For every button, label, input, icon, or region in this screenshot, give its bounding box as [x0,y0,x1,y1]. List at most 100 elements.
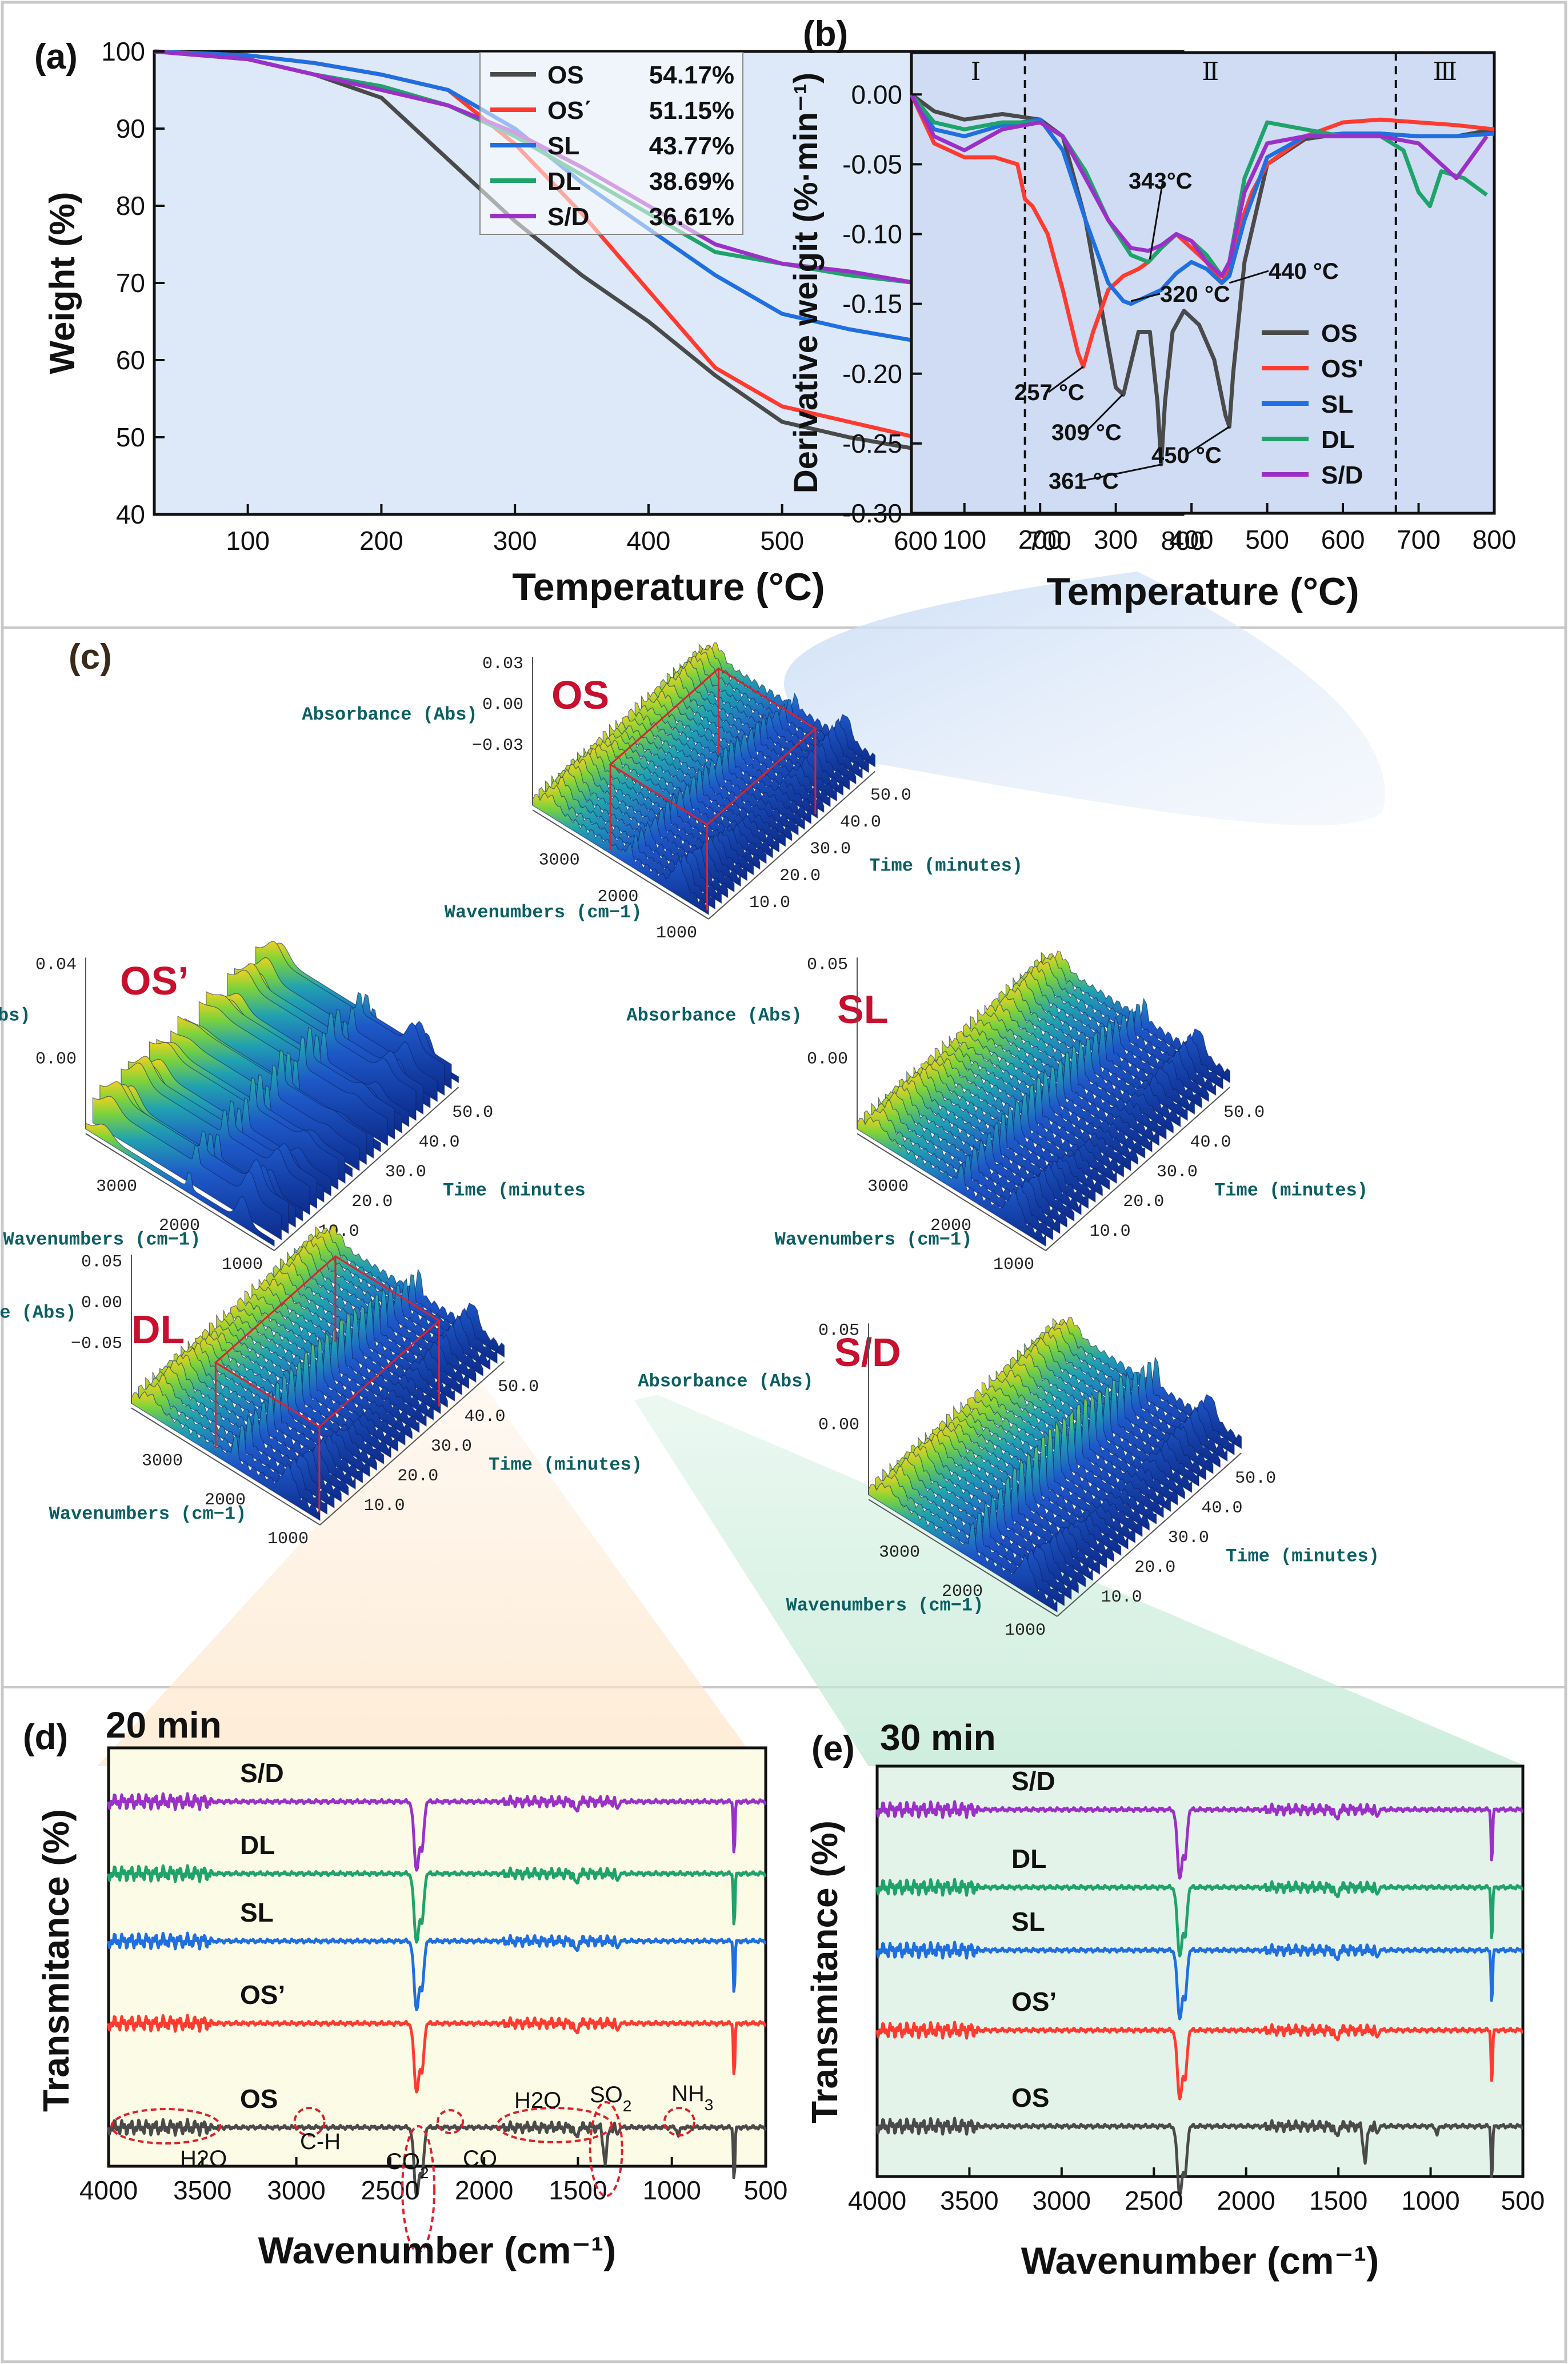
time-axis-label: Time (minutes) [1226,1546,1379,1567]
time-tick-label: 20.0 [351,1192,393,1212]
band-marker [293,2107,326,2137]
absorbance-axis-label: Absorbance (Abs) [302,704,477,725]
band-marker [663,2107,695,2137]
panel-c: (c) OS 3000 2000 1000 10.0 20.0 30.0 40.0 50.0 0.… [0,637,1379,1640]
band-label: NH3 [671,2081,713,2114]
legend-name-os: OS' [1321,355,1363,383]
panel-e: (e) 30 min S/D DL SL OS’ OS 4000 3500 3000 2500… [804,1717,1545,2282]
absorbance-axis-label: Absorbance (Abs) [0,1302,77,1323]
zoom-fan-blue [784,572,1385,826]
wavenumber-axis-label: Wavenumbers (cm−1) [786,1595,984,1616]
x-tick-label: 500 [760,526,804,556]
wavenumber-tick-label: 3000 [539,851,580,870]
wavenumber-tick-label: 2000 [930,1216,971,1236]
wavenumber-axis-label: Wavenumbers (cm−1) [445,902,642,923]
y-tick-label: 80 [116,191,145,221]
spectrum-dl [107,1864,766,1944]
time-axis-label: Time (minutes) [1214,1180,1368,1201]
annotation-label: 440 °C [1269,259,1339,284]
spectrum-label-os: OS [240,2084,278,2114]
panel-d: (d) 20 min S/D DL SL OS’ OS 4000 3500 3000 2500… [23,1704,787,2271]
panel-a-ylabel: Weight (%) [43,191,82,374]
band-marker [401,2125,436,2253]
y-tick-label: 100 [101,37,145,66]
x-tick-label: 300 [493,526,537,556]
band-label: H2O [514,2088,561,2113]
legend-name-os: OS [1321,320,1358,348]
x-tick-label: 600 [1321,525,1365,554]
band-marker [110,2108,222,2145]
panel-e-plot-area [875,1764,1525,2178]
annotation-arrow [1149,180,1164,259]
time-tick-label: 40.0 [1201,1499,1242,1518]
time-axis-label: Time (minutes) [489,1454,642,1475]
panel-d-ticks: 4000 3500 3000 2500 2000 1500 1000 500 [79,2157,787,2205]
panel-b-xlabel: Temperature (°C) [1046,570,1359,613]
panel-d-ylabel: Transmitance (%) [35,1809,77,2112]
time-axis-label: Time (minutes [443,1180,586,1201]
x-tick-label: 500 [1501,2186,1545,2215]
absorbance-tick-label: 0.00 [482,696,523,715]
surface-title: OS’ [120,959,189,1003]
spectrum-label-os: OS’ [1011,1987,1057,2016]
x-tick-label: 3000 [1033,2186,1091,2215]
time-tick-label: 50.0 [498,1377,539,1397]
wavenumber-axis-label: Wavenumbers (cm−1) [3,1229,201,1250]
panel-d-xlabel: Wavenumber (cm⁻¹) [258,2229,616,2271]
spectrum-dl [875,1878,1523,1958]
surface-strip [131,1391,321,1522]
absorbance-tick-label: 0.00 [35,1049,77,1069]
y-tick-label: -0.10 [842,219,902,249]
absorbance-tick-label: 0.05 [81,1252,122,1272]
time-tick-label: 30.0 [431,1437,472,1456]
absorbance-tick-label: −0.03 [472,736,523,756]
y-tick-label: -0.15 [842,289,902,319]
absorbance-tick-label: 0.00 [818,1415,859,1435]
legend-name-os: OS [547,61,584,89]
wavenumber-tick-label: 1000 [1005,1621,1046,1640]
panel-b-letter: (b) [803,14,848,54]
absorbance-tick-label: 0.04 [35,955,77,975]
spectrum-os [875,2020,1523,2101]
annotation-arrow [1130,293,1161,302]
x-tick-label: 1000 [1401,2186,1459,2215]
time-tick-label: 40.0 [840,813,881,832]
legend-value-sl: 43.77% [649,132,734,160]
legend-name-sl: SL [1321,390,1353,418]
wavenumber-axis [131,1407,321,1526]
annotation-label: 320 °C [1160,282,1230,307]
spectrum-s-d [107,1792,766,1872]
spectrum-label-s-d: S/D [240,1758,284,1788]
y-tick-label: -0.05 [842,149,902,179]
panel-d-band-annotations: H2O C-H CO2 CO H2O SO2 NH3 [110,2081,713,2253]
x-tick-label: 4000 [848,2186,906,2215]
x-tick-label: 3500 [173,2175,231,2205]
time-axis [1045,1087,1231,1251]
time-tick-label: 50.0 [870,786,911,805]
wavenumber-tick-label: 3000 [867,1177,909,1197]
time-axis [274,1087,459,1251]
x-tick-label: 1000 [643,2175,701,2205]
wavenumber-tick-label: 3000 [142,1452,183,1471]
time-tick-label: 40.0 [464,1407,505,1427]
wavenumber-tick-label: 1000 [222,1255,263,1275]
annotation-arrow [1048,366,1084,393]
legend-name-dl: DL [1321,426,1355,454]
series-line-s-d [909,93,1489,278]
wavenumber-tick-label: 2000 [159,1216,200,1236]
y-tick-label: 90 [116,114,145,143]
stage-label: Ⅲ [1433,58,1457,86]
spectrum-os [875,2117,1523,2197]
stage-label: Ⅰ [971,58,981,86]
legend-value-os: 51.15% [649,97,734,125]
panel-e-xlabel: Wavenumber (cm⁻¹) [1021,2239,1379,2282]
x-tick-label: 400 [1170,525,1214,554]
spectrum-os [107,2118,766,2198]
y-tick-label: 50 [116,422,145,452]
surface-plot-sl: SL 3000 2000 1000 10.0 20.0 30.0 40.0 50.0 0.05 0.… [626,951,1368,1275]
surface-strip [868,1482,1058,1613]
surface-plot-dl: DL 3000 2000 1000 10.0 20.0 30.0 40.0 50.0 0.05 0.… [0,1225,642,1549]
x-tick-label: 2500 [361,2175,419,2205]
panel-a-ticks: 100 200 300 400 500 600 700 800 40 50 60 70 80 90 100 [101,37,1205,556]
